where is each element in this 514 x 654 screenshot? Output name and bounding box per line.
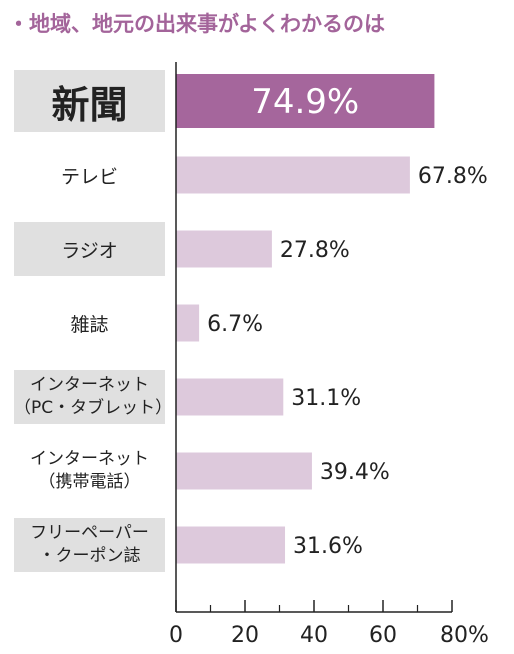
category-label-line1: インターネット bbox=[30, 375, 149, 395]
category-label-text: ラジオ bbox=[61, 239, 118, 262]
value-label: 67.8% bbox=[418, 164, 488, 189]
category-label-magazine: 雑誌 bbox=[14, 296, 165, 350]
bar bbox=[176, 156, 410, 194]
x-tick-label: 80% bbox=[440, 623, 489, 648]
category-label-internet-pc: インターネット （PC・タブレット） bbox=[14, 370, 173, 424]
category-label-line1: フリーペーパー bbox=[30, 523, 149, 543]
x-tick-label: 0 bbox=[169, 623, 183, 648]
bar bbox=[176, 304, 200, 342]
category-label-line1: インターネット bbox=[30, 449, 149, 469]
bar bbox=[176, 74, 435, 128]
category-label-internet-mobile: インターネット （携帯電話） bbox=[14, 444, 165, 498]
bar bbox=[176, 378, 284, 416]
category-label-line2: ・クーポン誌 bbox=[38, 546, 141, 566]
category-label-line2: （PC・タブレット） bbox=[14, 398, 173, 418]
category-label-newspaper: 新聞 bbox=[14, 70, 165, 132]
value-label: 6.7% bbox=[207, 312, 263, 337]
category-label-text: 新聞 bbox=[51, 82, 128, 127]
value-label: 74.9% bbox=[251, 82, 359, 122]
value-label: 31.6% bbox=[293, 534, 363, 559]
bar bbox=[176, 452, 312, 490]
category-label-radio: ラジオ bbox=[14, 222, 165, 276]
value-label: 31.1% bbox=[291, 386, 361, 411]
x-tick-label: 20 bbox=[231, 623, 259, 648]
x-tick-label: 40 bbox=[300, 623, 328, 648]
x-tick-label: 60 bbox=[369, 623, 397, 648]
category-label-free-paper: フリーペーパー ・クーポン誌 bbox=[14, 518, 165, 572]
value-label: 39.4% bbox=[320, 460, 390, 485]
category-label-text: 雑誌 bbox=[70, 313, 109, 336]
category-label-tv: テレビ bbox=[14, 148, 165, 202]
chart-title: ・地域、地元の出来事がよくわかるのは bbox=[8, 12, 385, 36]
bar bbox=[176, 230, 272, 268]
value-label: 27.8% bbox=[280, 238, 350, 263]
bar bbox=[176, 526, 286, 564]
category-label-text: テレビ bbox=[60, 165, 118, 188]
category-label-line2: （携帯電話） bbox=[38, 472, 141, 492]
